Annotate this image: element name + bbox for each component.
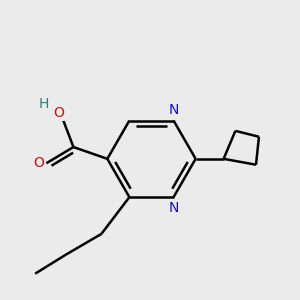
Text: N: N [168,201,179,214]
Text: H: H [39,98,49,111]
Text: O: O [53,106,64,120]
Text: N: N [168,103,179,117]
Text: O: O [34,156,44,170]
